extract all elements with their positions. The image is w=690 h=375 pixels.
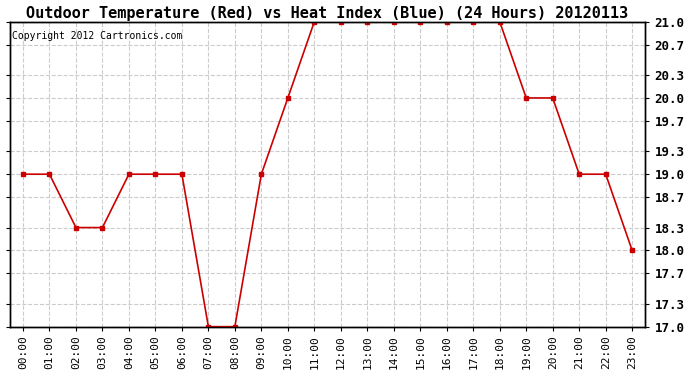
Title: Outdoor Temperature (Red) vs Heat Index (Blue) (24 Hours) 20120113: Outdoor Temperature (Red) vs Heat Index … — [26, 6, 629, 21]
Text: Copyright 2012 Cartronics.com: Copyright 2012 Cartronics.com — [12, 31, 182, 41]
